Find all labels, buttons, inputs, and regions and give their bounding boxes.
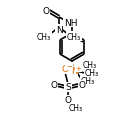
Text: −: − [66, 63, 72, 69]
Text: NH: NH [64, 18, 77, 27]
Text: S: S [65, 83, 71, 92]
Text: O: O [61, 65, 68, 74]
Text: N: N [56, 26, 62, 35]
Text: CH₃: CH₃ [37, 32, 51, 41]
Text: N: N [71, 67, 77, 76]
Text: CH₃: CH₃ [83, 60, 97, 69]
Text: O: O [78, 81, 86, 90]
Text: CH₃: CH₃ [81, 77, 95, 86]
Text: CH₃: CH₃ [69, 104, 83, 112]
Text: O: O [51, 81, 57, 90]
Text: +: + [76, 65, 81, 71]
Text: CH₃: CH₃ [67, 32, 81, 41]
Text: CH₃: CH₃ [85, 69, 99, 78]
Text: O: O [42, 7, 50, 16]
Text: O: O [65, 96, 72, 105]
